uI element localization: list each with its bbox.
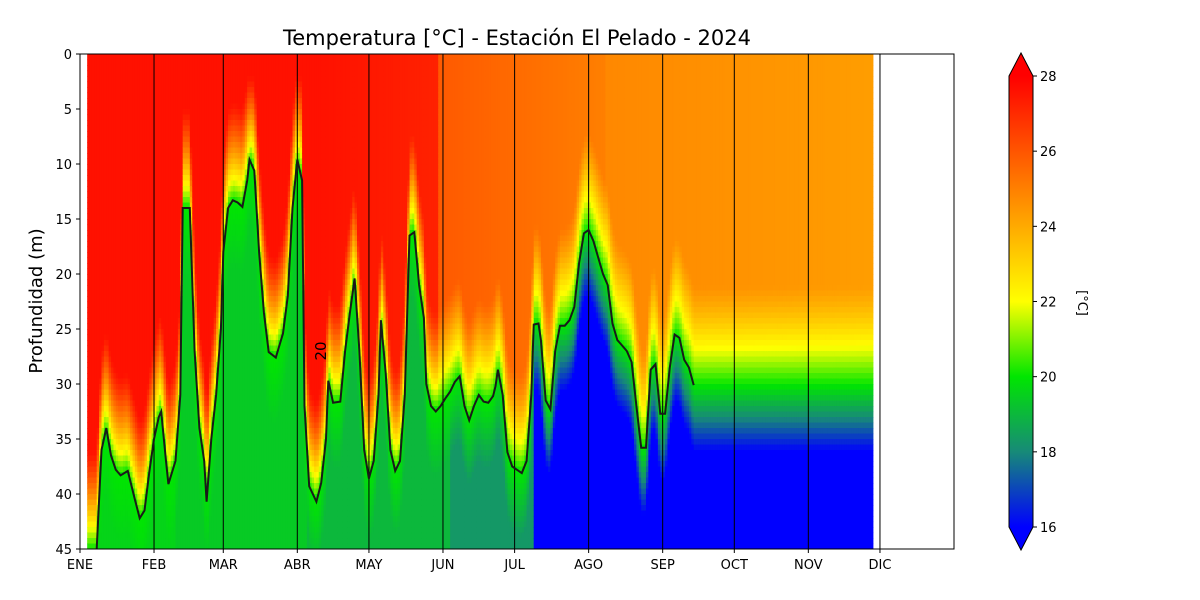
plot-area: 20	[80, 54, 954, 550]
chart-figure: Temperatura [°C] - Estación El Pelado - …	[0, 0, 1200, 600]
chart-title: Temperatura [°C] - Estación El Pelado - …	[282, 26, 751, 50]
